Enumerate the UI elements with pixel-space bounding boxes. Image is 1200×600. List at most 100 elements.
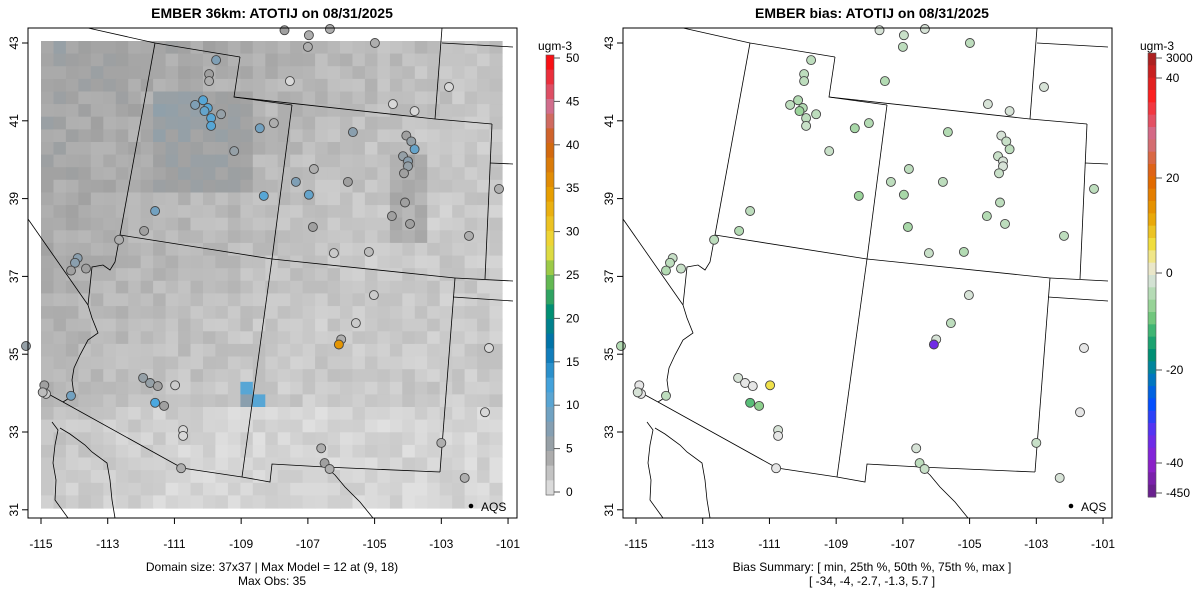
grid-cell	[53, 356, 67, 370]
grid-cell	[153, 167, 167, 181]
grid-cell	[265, 167, 279, 181]
grid-cell	[277, 242, 291, 257]
grid-cell	[290, 318, 304, 332]
grid-cell	[464, 129, 478, 143]
grid-cell	[240, 78, 254, 93]
grid-cell	[315, 356, 329, 370]
grid-cell	[165, 179, 179, 193]
grid-cell	[302, 91, 316, 105]
grid-cell	[103, 217, 117, 231]
grid-cell	[128, 432, 142, 446]
x-tick-label: -109	[229, 537, 253, 551]
grid-cell	[190, 78, 204, 93]
grid-cell	[190, 419, 204, 433]
grid-cell	[315, 91, 329, 105]
grid-cell	[402, 66, 416, 80]
grid-cell	[414, 78, 428, 93]
grid-cell	[103, 482, 117, 496]
grid-cell	[290, 104, 304, 118]
grid-cell	[90, 242, 104, 257]
grid-cell	[302, 53, 316, 67]
grid-cell	[178, 91, 192, 105]
station-marker	[879, 76, 890, 87]
grid-cell	[90, 205, 104, 219]
border-line	[1029, 27, 1038, 120]
grid-cell	[427, 242, 441, 257]
grid-cell	[203, 356, 217, 370]
grid-cell	[227, 394, 241, 408]
grid-cell	[53, 444, 67, 459]
grid-cell	[402, 41, 416, 55]
grid-cell	[203, 318, 217, 332]
legend-label: AQS	[1081, 500, 1106, 514]
border-line	[27, 218, 89, 306]
grid-cell	[140, 91, 154, 105]
grid-cell	[240, 104, 254, 118]
grid-cell	[165, 242, 179, 257]
grid-cell	[489, 331, 503, 345]
grid-cell	[41, 318, 55, 332]
colorbar-label: 35	[566, 181, 580, 195]
grid-cell	[165, 217, 179, 231]
grid-cell	[227, 129, 241, 143]
grid-cell	[414, 205, 428, 219]
grid-cell	[340, 255, 354, 269]
grid-cell	[277, 407, 291, 421]
station-marker	[902, 222, 913, 232]
grid-cell	[78, 116, 92, 130]
grid-cell	[190, 343, 204, 358]
grid-cell	[377, 192, 391, 206]
grid-cell	[165, 432, 179, 446]
grid-cell	[215, 419, 229, 433]
colorbar-segment	[546, 201, 554, 217]
grid-cell	[439, 230, 453, 244]
grid-cell	[290, 129, 304, 143]
station-marker	[785, 99, 796, 110]
grid-cell	[452, 179, 466, 193]
grid-cell	[178, 167, 192, 181]
grid-cell	[427, 470, 441, 484]
grid-cell	[115, 154, 129, 168]
grid-cell	[340, 280, 354, 294]
colorbar-segment	[1148, 361, 1156, 375]
grid-cell	[277, 66, 291, 80]
grid-cell	[477, 104, 491, 118]
grid-cell	[302, 432, 316, 446]
colorbar-segment	[546, 84, 554, 100]
grid-cell	[352, 293, 366, 307]
grid-cell	[178, 268, 192, 282]
grid-cell	[90, 343, 104, 358]
grid-cell	[78, 142, 92, 156]
border-line	[921, 467, 969, 519]
grid-cell	[315, 66, 329, 80]
grid-cell	[128, 495, 142, 509]
grid-cell	[439, 407, 453, 421]
grid-cell	[427, 78, 441, 93]
grid-cell	[78, 482, 92, 496]
grid-cell	[165, 356, 179, 370]
grid-cell	[240, 495, 254, 509]
grid-cell	[327, 91, 341, 105]
grid-cell	[128, 306, 142, 320]
grid-cell	[240, 217, 254, 231]
grid-cell	[153, 230, 167, 244]
colorbar-segment	[1148, 435, 1156, 449]
grid-cell	[190, 306, 204, 320]
grid-cell	[41, 205, 55, 219]
grid-cell	[190, 331, 204, 345]
grid-cell	[203, 394, 217, 408]
grid-cell	[165, 419, 179, 433]
grid-cell	[489, 470, 503, 484]
station-marker	[324, 24, 335, 34]
grid-cell	[103, 91, 117, 105]
grid-cell	[439, 255, 453, 269]
grid-cell	[53, 116, 67, 130]
station-marker	[937, 176, 948, 187]
grid-cell	[203, 306, 217, 320]
grid-cell	[165, 104, 179, 118]
axes: -115 -113 -111 -109 -107 -105 -103 -10143413937…	[602, 27, 1115, 551]
grid-cell	[41, 104, 55, 118]
grid-cell	[315, 78, 329, 93]
grid-cell	[439, 41, 453, 55]
grid-cell	[41, 167, 55, 181]
